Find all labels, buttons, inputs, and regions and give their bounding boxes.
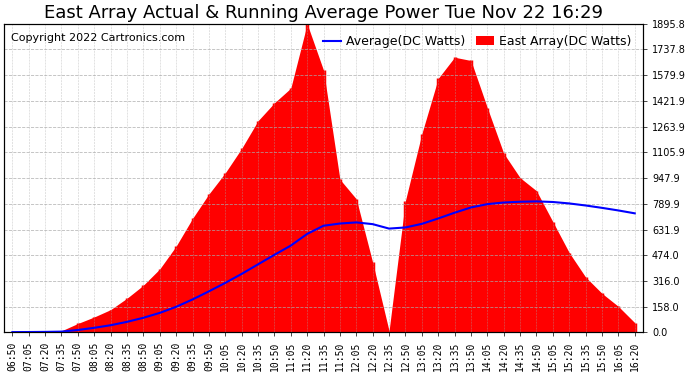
- Title: East Array Actual & Running Average Power Tue Nov 22 16:29: East Array Actual & Running Average Powe…: [44, 4, 603, 22]
- Text: Copyright 2022 Cartronics.com: Copyright 2022 Cartronics.com: [10, 33, 185, 43]
- Legend: Average(DC Watts), East Array(DC Watts): Average(DC Watts), East Array(DC Watts): [317, 30, 637, 53]
